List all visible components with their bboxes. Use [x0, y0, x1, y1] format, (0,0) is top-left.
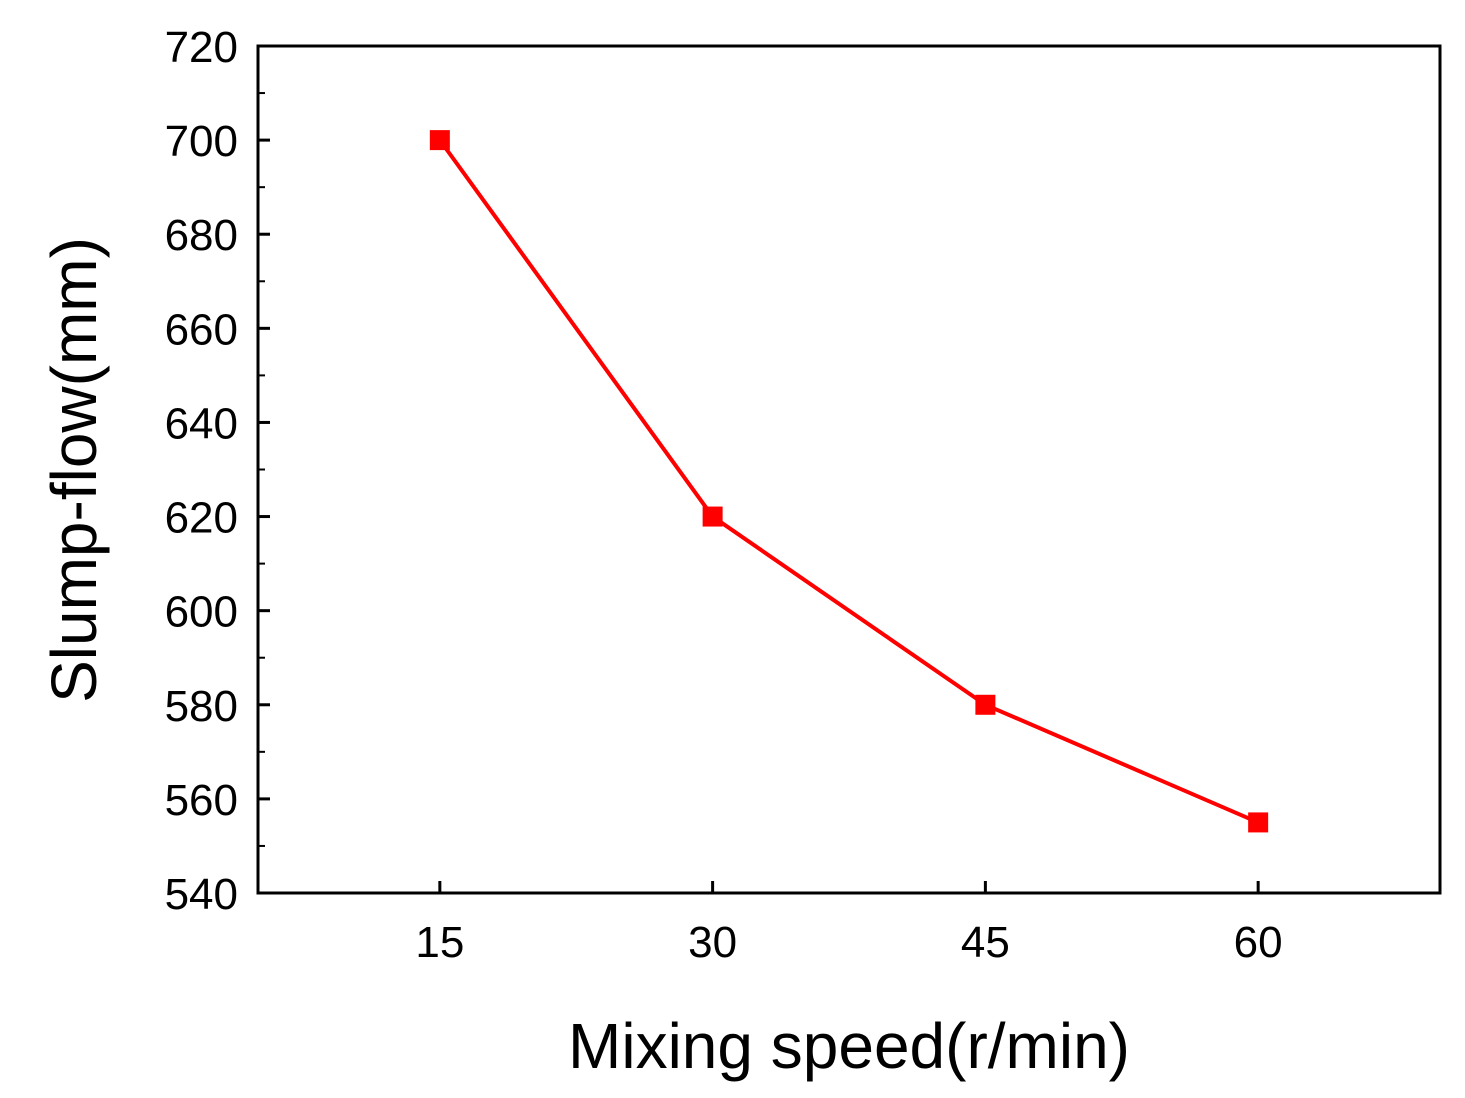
y-axis-title: Slump-flow(mm): [38, 237, 110, 703]
series-line: [438, 138, 1259, 825]
y-tick-label: 720: [165, 23, 238, 72]
series-layer: [429, 130, 1269, 833]
y-tick-label: 560: [165, 776, 238, 825]
y-axis-ticks: 540 560 580 600 620 640 660 680 700 720: [165, 23, 270, 919]
x-tick-label: 60: [1234, 918, 1283, 967]
y-tick-label: 580: [165, 682, 238, 731]
x-axis-title: Mixing speed(r/min): [568, 1010, 1130, 1082]
x-tick-label: 45: [961, 918, 1010, 967]
y-tick-label: 680: [165, 211, 238, 260]
y-tick-label: 640: [165, 399, 238, 448]
data-point: [702, 506, 723, 527]
data-point: [1248, 812, 1269, 833]
y-tick-label: 620: [165, 494, 238, 543]
x-axis-ticks: 15 30 45 60: [415, 881, 1283, 967]
x-tick-label: 30: [688, 918, 737, 967]
y-tick-label: 660: [165, 305, 238, 354]
y-tick-label: 600: [165, 588, 238, 637]
y-tick-label: 700: [165, 117, 238, 166]
data-point: [975, 694, 996, 715]
y-tick-label: 540: [165, 870, 238, 919]
plot-frame: [256, 44, 1442, 895]
data-point: [429, 130, 450, 151]
x-tick-label: 15: [415, 918, 464, 967]
